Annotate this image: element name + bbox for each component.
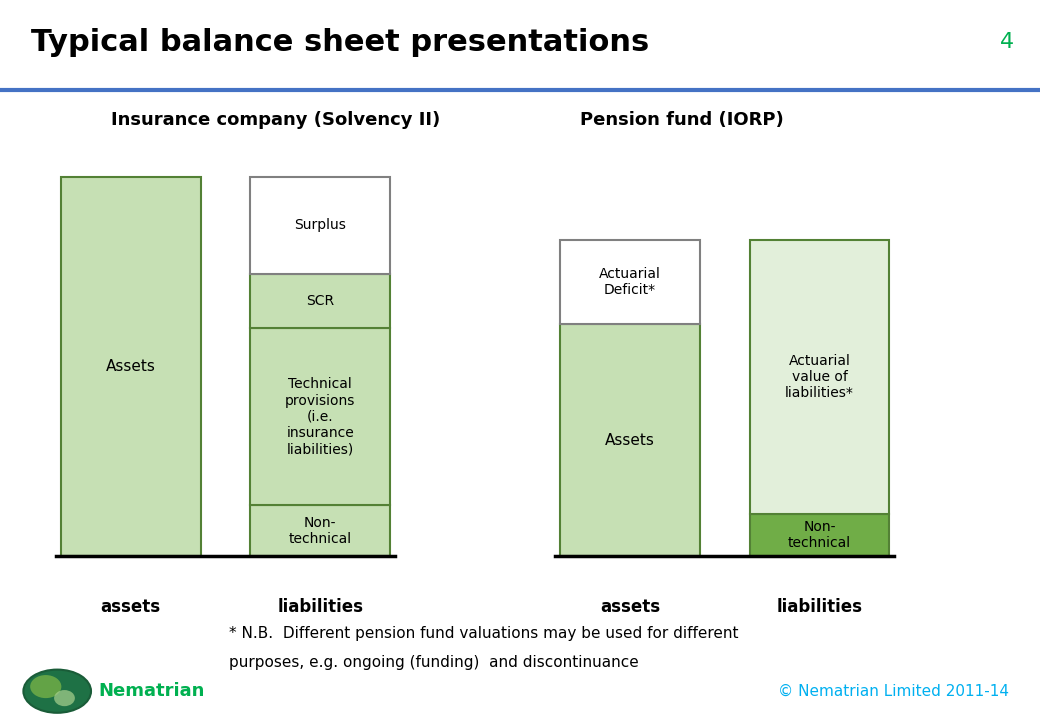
Text: Non-
technical: Non- technical	[788, 520, 851, 550]
Text: © Nematrian Limited 2011-14: © Nematrian Limited 2011-14	[778, 684, 1009, 698]
Bar	[750, 514, 889, 556]
Text: purposes, e.g. ongoing (funding)  and discontinuance: purposes, e.g. ongoing (funding) and dis…	[229, 655, 639, 670]
Text: Technical
provisions
(i.e.
insurance
liabilities): Technical provisions (i.e. insurance lia…	[285, 377, 356, 456]
Text: 4: 4	[999, 32, 1014, 52]
Bar	[560, 324, 700, 556]
Bar	[251, 328, 390, 505]
Text: Actuarial
Deficit*: Actuarial Deficit*	[599, 267, 660, 297]
Text: assets: assets	[101, 598, 161, 616]
Text: SCR: SCR	[306, 294, 335, 308]
Bar	[60, 176, 201, 556]
Bar	[560, 240, 700, 324]
Text: Insurance company (Solvency II): Insurance company (Solvency II)	[110, 111, 440, 129]
Text: Assets: Assets	[605, 433, 655, 448]
Text: liabilities: liabilities	[777, 598, 862, 616]
Text: Typical balance sheet presentations: Typical balance sheet presentations	[31, 27, 649, 57]
Ellipse shape	[30, 675, 61, 698]
Text: assets: assets	[600, 598, 660, 616]
Ellipse shape	[23, 670, 92, 713]
Ellipse shape	[54, 690, 75, 706]
Text: Pension fund (IORP): Pension fund (IORP)	[580, 111, 784, 129]
Bar	[251, 274, 390, 328]
Text: liabilities: liabilities	[278, 598, 363, 616]
Bar	[750, 240, 889, 514]
Text: Actuarial
value of
liabilities*: Actuarial value of liabilities*	[785, 354, 854, 400]
Bar	[251, 176, 390, 274]
Text: Nematrian: Nematrian	[99, 683, 205, 700]
Text: Assets: Assets	[106, 359, 156, 374]
Text: Non-
technical: Non- technical	[289, 516, 352, 546]
Text: Surplus: Surplus	[294, 218, 346, 232]
Bar	[251, 505, 390, 556]
Text: * N.B.  Different pension fund valuations may be used for different: * N.B. Different pension fund valuations…	[229, 626, 738, 642]
